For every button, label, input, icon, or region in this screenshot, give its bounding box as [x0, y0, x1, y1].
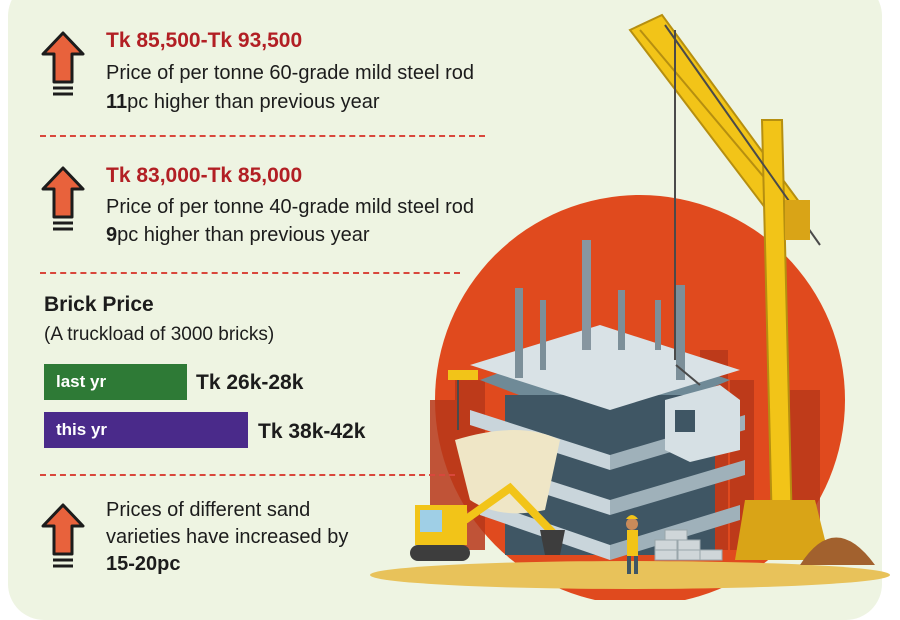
construction-illustration — [370, 13, 890, 600]
up-arrow-icon — [41, 166, 85, 231]
crane — [628, 13, 830, 560]
steel-40-change: 9pc higher than previous year — [106, 224, 370, 247]
small-crane — [448, 370, 478, 430]
brick-value-this-yr: Tk 38k-42k — [258, 420, 366, 443]
divider — [40, 272, 460, 274]
steel-40-change-value: 9 — [106, 224, 118, 246]
steel-60-change: 11pc higher than previous year — [106, 91, 380, 114]
divider — [40, 135, 485, 137]
brick-heading: Brick Price — [44, 293, 154, 316]
steel-40-description: Price of per tonne 40-grade mild steel r… — [106, 196, 474, 218]
excavator — [410, 482, 565, 561]
worker — [626, 515, 638, 574]
steel-40-change-text: pc higher than previous year — [117, 224, 370, 246]
sand-line-3: 15-20pc — [106, 553, 181, 575]
brick-subheading: (A truckload of 3000 bricks) — [44, 324, 275, 345]
ground — [370, 561, 890, 589]
steel-60-change-text: pc higher than previous year — [127, 91, 380, 113]
brick-value-last-yr: Tk 26k-28k — [196, 371, 304, 394]
brick-stack — [654, 529, 723, 561]
steel-60-change-value: 11 — [106, 91, 128, 113]
sand-line-1: Prices of different sand — [106, 499, 311, 521]
up-arrow-icon — [41, 31, 85, 96]
steel-60-price: Tk 85,500-Tk 93,500 — [106, 29, 303, 52]
divider — [40, 474, 455, 476]
sand-line-2: varieties have increased by — [106, 526, 349, 548]
sand-pile — [800, 537, 875, 565]
steel-40-price: Tk 83,000-Tk 85,000 — [106, 164, 303, 187]
brick-bar-this-yr: this yr — [44, 412, 248, 448]
up-arrow-icon — [41, 503, 85, 568]
steel-60-description: Price of per tonne 60-grade mild steel r… — [106, 62, 474, 84]
brick-bar-last-yr: last yr — [44, 364, 187, 400]
